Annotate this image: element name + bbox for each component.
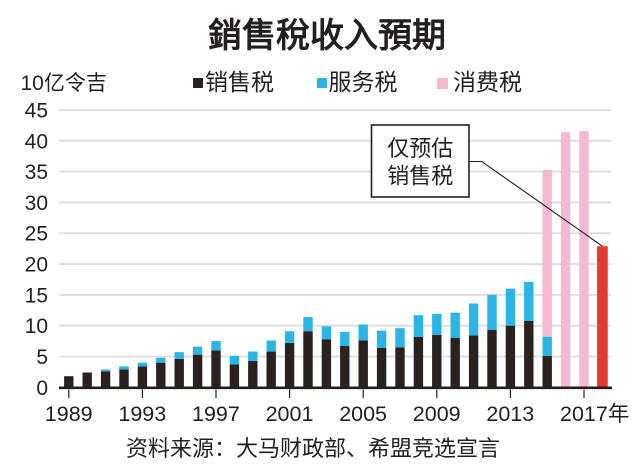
- y-tick-label: 30: [25, 192, 48, 215]
- bar-service-tax: [505, 288, 516, 326]
- bar-service-tax: [211, 341, 221, 351]
- bar-sales-tax: [432, 334, 442, 388]
- bars: [64, 130, 608, 388]
- bar-service-tax: [395, 328, 405, 348]
- bar-sales-tax: [340, 346, 350, 388]
- y-tick-label: 0: [36, 377, 48, 400]
- bar-sales-tax: [156, 362, 166, 388]
- bar-sales-tax: [229, 364, 240, 388]
- bar-service-tax: [432, 313, 442, 335]
- bar-service-tax: [376, 330, 387, 348]
- bar-service-tax: [174, 352, 184, 359]
- y-tick-label: 5: [36, 346, 48, 369]
- bar-estimated-sales-tax: [597, 246, 608, 388]
- x-tick-label: 1993: [118, 402, 166, 426]
- bar-sales-tax: [376, 347, 387, 388]
- bar-sales-tax: [450, 338, 460, 388]
- legend-swatch-service-tax: [317, 78, 327, 88]
- bar-sales-tax: [137, 366, 148, 388]
- y-tick-label: 20: [25, 254, 48, 277]
- bar-sales-tax: [487, 329, 497, 388]
- bar-sales-tax: [303, 331, 313, 388]
- bar-sales-tax: [321, 339, 332, 388]
- bar-consumption-tax: [542, 169, 552, 337]
- annotation-box: [370, 124, 470, 198]
- legend-item-sales-tax: 销售税: [193, 69, 274, 95]
- source-note: 资料来源：大马财政部、希盟竞选宣言: [126, 436, 500, 461]
- x-tick-label: 2009: [413, 402, 461, 426]
- bar-sales-tax: [82, 372, 92, 388]
- legend: 销售税 服务税 消费税: [193, 69, 522, 95]
- bar-service-tax: [450, 312, 460, 339]
- bar-service-tax: [321, 326, 332, 340]
- y-tick-label: 40: [25, 130, 48, 153]
- bar-service-tax: [100, 369, 111, 372]
- bar-service-tax: [284, 331, 295, 343]
- bar-service-tax: [248, 351, 258, 361]
- bar-sales-tax: [542, 355, 552, 388]
- bar-sales-tax: [119, 369, 129, 388]
- bar-sales-tax: [64, 376, 74, 388]
- bar-sales-tax: [100, 371, 111, 388]
- y-tick-label: 35: [25, 161, 48, 184]
- chart-title: 銷售稅收入預期: [208, 16, 446, 55]
- bar-service-tax: [413, 315, 424, 337]
- bar-consumption-tax: [560, 132, 571, 388]
- annotation-leader-line: [469, 160, 603, 247]
- bar-sales-tax: [248, 360, 258, 388]
- y-tick-label: 45: [25, 100, 48, 123]
- annotation-line-2: 销售税: [387, 164, 453, 189]
- bar-service-tax: [119, 366, 129, 370]
- bar-sales-tax: [468, 335, 479, 388]
- legend-label-sales-tax: 销售税: [205, 69, 274, 95]
- bar-sales-tax: [192, 354, 203, 388]
- legend-label-consumption-tax: 消费税: [453, 69, 522, 95]
- bar-service-tax: [229, 355, 240, 365]
- bar-service-tax: [468, 303, 479, 336]
- bar-service-tax: [358, 324, 368, 341]
- bar-service-tax: [524, 281, 534, 321]
- bar-service-tax: [266, 340, 276, 352]
- legend-swatch-consumption-tax: [437, 78, 448, 89]
- bar-sales-tax: [395, 347, 405, 388]
- x-tick-label: 1989: [45, 402, 93, 426]
- y-tick-label: 10: [25, 315, 48, 338]
- legend-item-service-tax: 服务税: [317, 69, 398, 95]
- y-tick-label: 15: [25, 284, 48, 307]
- bar-sales-tax: [524, 320, 534, 388]
- bar-sales-tax: [505, 325, 516, 388]
- y-axis-unit-label: 10亿令吉: [21, 72, 107, 95]
- bar-sales-tax: [284, 342, 295, 388]
- bar-sales-tax: [174, 358, 184, 388]
- bar-sales-tax: [211, 350, 221, 388]
- bar-service-tax: [137, 362, 148, 367]
- x-tick-label: 2017年: [560, 402, 629, 426]
- annotation: 仅预估 销售税: [370, 124, 603, 247]
- bar-service-tax: [487, 294, 497, 330]
- bar-sales-tax: [413, 336, 424, 388]
- bar-service-tax: [340, 331, 350, 347]
- bar-sales-tax: [358, 340, 368, 388]
- x-tick-label: 2005: [339, 402, 387, 426]
- bar-service-tax: [542, 336, 552, 356]
- annotation-line-1: 仅预估: [387, 136, 453, 161]
- bar-service-tax: [156, 357, 166, 363]
- legend-label-service-tax: 服务税: [329, 69, 398, 95]
- bar-consumption-tax: [579, 130, 589, 388]
- legend-swatch-sales-tax: [193, 78, 203, 88]
- x-tick-label: 2001: [266, 402, 314, 426]
- x-tick-label: 1997: [192, 402, 240, 426]
- y-tick-label: 25: [25, 223, 48, 246]
- x-tick-label: 2013: [486, 402, 534, 426]
- bar-sales-tax: [266, 351, 276, 388]
- y-axis-tick-labels: 0 5 10 15 20 25 30 35 40 45: [25, 100, 48, 400]
- bar-service-tax: [303, 317, 313, 332]
- x-axis: 1989 1993 1997 2001 2005 2009 2013 2017年: [45, 386, 629, 426]
- legend-item-consumption-tax: 消费税: [437, 69, 522, 95]
- gridlines: [59, 109, 611, 358]
- bar-service-tax: [192, 346, 203, 355]
